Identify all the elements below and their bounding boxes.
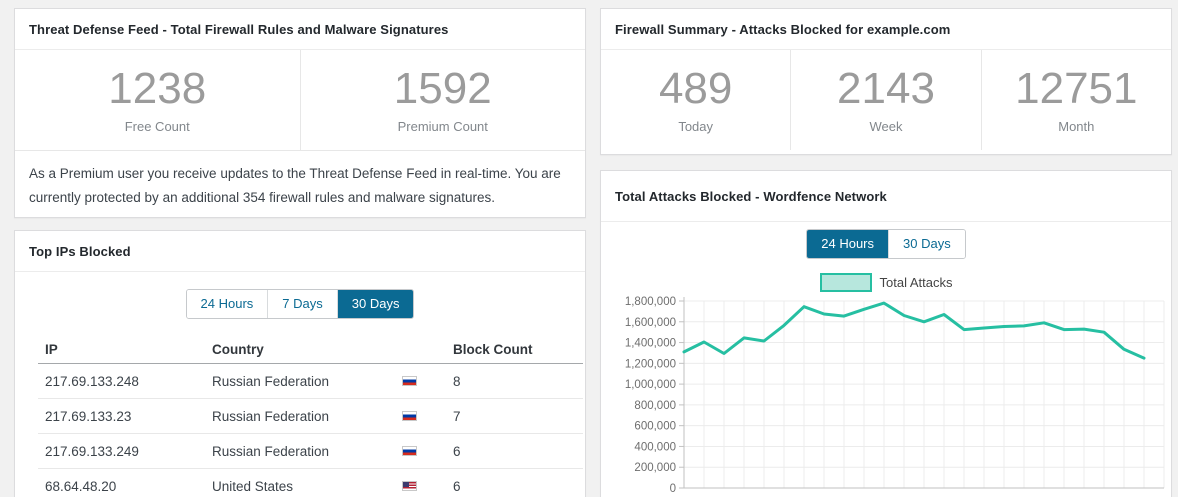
block-count: 8 bbox=[453, 373, 461, 389]
ip-address: 217.69.133.248 bbox=[45, 373, 139, 389]
stat-premium-count: 1592 Premium Count bbox=[301, 50, 586, 150]
panel-title: Total Attacks Blocked - Wordfence Networ… bbox=[615, 188, 887, 204]
panel-title: Threat Defense Feed - Total Firewall Rul… bbox=[29, 21, 449, 37]
table-row: 68.64.48.20 United States 6 bbox=[38, 469, 583, 497]
country-name: Russian Federation bbox=[212, 373, 330, 389]
svg-text:800,000: 800,000 bbox=[634, 400, 676, 412]
stat-label: Today bbox=[678, 119, 714, 134]
panel-title: Top IPs Blocked bbox=[29, 243, 131, 259]
ip-address: 217.69.133.23 bbox=[45, 408, 132, 424]
ip-address: 217.69.133.249 bbox=[45, 443, 139, 459]
table-row: 217.69.133.249 Russian Federation 6 bbox=[38, 434, 583, 469]
tab-24-hours[interactable]: 24 Hours bbox=[186, 290, 268, 318]
country-name: Russian Federation bbox=[212, 408, 330, 424]
stat-week: 2143 Week bbox=[791, 50, 982, 150]
stat-value: 12751 bbox=[1015, 64, 1138, 113]
top-ips-blocked-panel: Top IPs Blocked 24 Hours 7 Days 30 Days … bbox=[14, 230, 586, 497]
svg-text:1,400,000: 1,400,000 bbox=[625, 338, 676, 350]
block-count: 6 bbox=[453, 443, 461, 459]
col-header-block-count: Block Count bbox=[453, 341, 533, 357]
stat-label: Free Count bbox=[124, 119, 190, 134]
svg-text:1,600,000: 1,600,000 bbox=[625, 317, 676, 329]
svg-text:400,000: 400,000 bbox=[634, 441, 676, 453]
tab-30-days[interactable]: 30 Days bbox=[336, 290, 414, 318]
firewall-summary-panel: Firewall Summary - Attacks Blocked for e… bbox=[600, 8, 1172, 155]
stat-today: 489 Today bbox=[601, 50, 792, 150]
blocked-ips-table: IP Country Block Count 217.69.133.248 Ru… bbox=[38, 335, 583, 497]
block-count: 6 bbox=[453, 478, 461, 494]
attacks-line-chart: 0 200,000 400,000 600,000 800,000 1,000,000 1,… bbox=[625, 296, 1165, 495]
stat-label: Premium Count bbox=[397, 119, 488, 134]
chart-range-tabs: 24 Hours 30 Days bbox=[601, 229, 1171, 259]
stats-row: 489 Today 2143 Week 12751 Month bbox=[601, 50, 1171, 150]
stat-label: Week bbox=[869, 119, 903, 134]
ip-address: 68.64.48.20 bbox=[45, 478, 117, 494]
svg-text:1,200,000: 1,200,000 bbox=[625, 358, 676, 370]
svg-text:1,800,000: 1,800,000 bbox=[625, 296, 676, 308]
ips-range-tabs: 24 Hours 7 Days 30 Days bbox=[15, 289, 585, 319]
svg-text:600,000: 600,000 bbox=[634, 421, 676, 433]
svg-text:0: 0 bbox=[670, 483, 676, 495]
tab-30-days[interactable]: 30 Days bbox=[888, 230, 965, 258]
country-name: United States bbox=[212, 478, 294, 494]
country-flag-icon bbox=[402, 481, 417, 491]
total-attacks-panel: Total Attacks Blocked - Wordfence Networ… bbox=[600, 170, 1172, 497]
panel-header: Firewall Summary - Attacks Blocked for e… bbox=[601, 9, 1171, 50]
panel-header: Total Attacks Blocked - Wordfence Networ… bbox=[601, 171, 1171, 222]
panel-header: Threat Defense Feed - Total Firewall Rul… bbox=[15, 9, 585, 50]
panel-header: Top IPs Blocked bbox=[15, 231, 585, 272]
table-header-row: IP Country Block Count bbox=[38, 335, 583, 364]
stat-value: 489 bbox=[658, 64, 733, 113]
tab-group: 24 Hours 7 Days 30 Days bbox=[185, 289, 415, 319]
threat-defense-feed-panel: Threat Defense Feed - Total Firewall Rul… bbox=[14, 8, 586, 218]
chart-legend: Total Attacks bbox=[601, 273, 1171, 292]
country-flag-icon bbox=[402, 446, 417, 456]
col-header-ip: IP bbox=[45, 341, 58, 357]
table-row: 217.69.133.248 Russian Federation 8 bbox=[38, 364, 583, 399]
svg-text:200,000: 200,000 bbox=[634, 462, 676, 474]
col-header-country: Country bbox=[212, 341, 264, 357]
stat-value: 2143 bbox=[837, 64, 935, 113]
stats-row: 1238 Free Count 1592 Premium Count bbox=[15, 50, 585, 151]
stat-month: 12751 Month bbox=[982, 50, 1171, 150]
legend-label: Total Attacks bbox=[879, 275, 953, 290]
svg-text:1,000,000: 1,000,000 bbox=[625, 379, 676, 391]
tab-7-days[interactable]: 7 Days bbox=[267, 290, 337, 318]
stat-value: 1238 bbox=[108, 64, 207, 113]
table-row: 217.69.133.23 Russian Federation 7 bbox=[38, 399, 583, 434]
tab-group: 24 Hours 30 Days bbox=[806, 229, 966, 259]
country-name: Russian Federation bbox=[212, 443, 330, 459]
premium-note-text: As a Premium user you receive updates to… bbox=[29, 166, 561, 205]
stat-label: Month bbox=[1058, 119, 1095, 134]
block-count: 7 bbox=[453, 408, 461, 424]
tab-24-hours[interactable]: 24 Hours bbox=[807, 230, 889, 258]
total-attacks-legend-swatch bbox=[819, 273, 872, 292]
country-flag-icon bbox=[402, 376, 417, 386]
country-flag-icon bbox=[402, 411, 417, 421]
panel-title: Firewall Summary - Attacks Blocked for e… bbox=[615, 21, 951, 37]
stat-value: 1592 bbox=[393, 64, 492, 113]
stat-free-count: 1238 Free Count bbox=[15, 50, 301, 150]
